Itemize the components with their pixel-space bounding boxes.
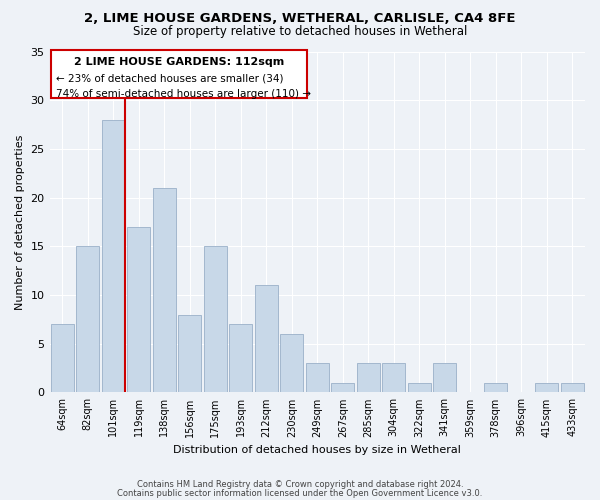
Bar (280, 334, 303, 392)
Bar (51, 324, 74, 392)
Bar (357, 363, 380, 392)
Text: 74% of semi-detached houses are larger (110) →: 74% of semi-detached houses are larger (… (56, 88, 311, 99)
Text: Contains public sector information licensed under the Open Government Licence v3: Contains public sector information licen… (118, 490, 482, 498)
Bar (178, 314, 201, 392)
Bar (484, 382, 507, 392)
Bar (382, 363, 405, 392)
X-axis label: Distribution of detached houses by size in Wetheral: Distribution of detached houses by size … (173, 445, 461, 455)
Bar (153, 188, 176, 392)
Bar (127, 227, 150, 392)
Bar (204, 246, 227, 392)
Bar (255, 286, 278, 393)
Bar (102, 120, 125, 392)
Bar (229, 324, 252, 392)
Bar (561, 382, 584, 392)
Text: 2, LIME HOUSE GARDENS, WETHERAL, CARLISLE, CA4 8FE: 2, LIME HOUSE GARDENS, WETHERAL, CARLISL… (84, 12, 516, 26)
Bar (76, 246, 99, 392)
Text: ← 23% of detached houses are smaller (34): ← 23% of detached houses are smaller (34… (56, 74, 283, 84)
FancyBboxPatch shape (51, 50, 307, 98)
Bar (535, 382, 558, 392)
Text: Size of property relative to detached houses in Wetheral: Size of property relative to detached ho… (133, 25, 467, 38)
Bar (306, 363, 329, 392)
Bar (331, 382, 354, 392)
Y-axis label: Number of detached properties: Number of detached properties (15, 134, 25, 310)
Text: Contains HM Land Registry data © Crown copyright and database right 2024.: Contains HM Land Registry data © Crown c… (137, 480, 463, 489)
Bar (433, 363, 456, 392)
Bar (408, 382, 431, 392)
Text: 2 LIME HOUSE GARDENS: 112sqm: 2 LIME HOUSE GARDENS: 112sqm (74, 58, 284, 68)
